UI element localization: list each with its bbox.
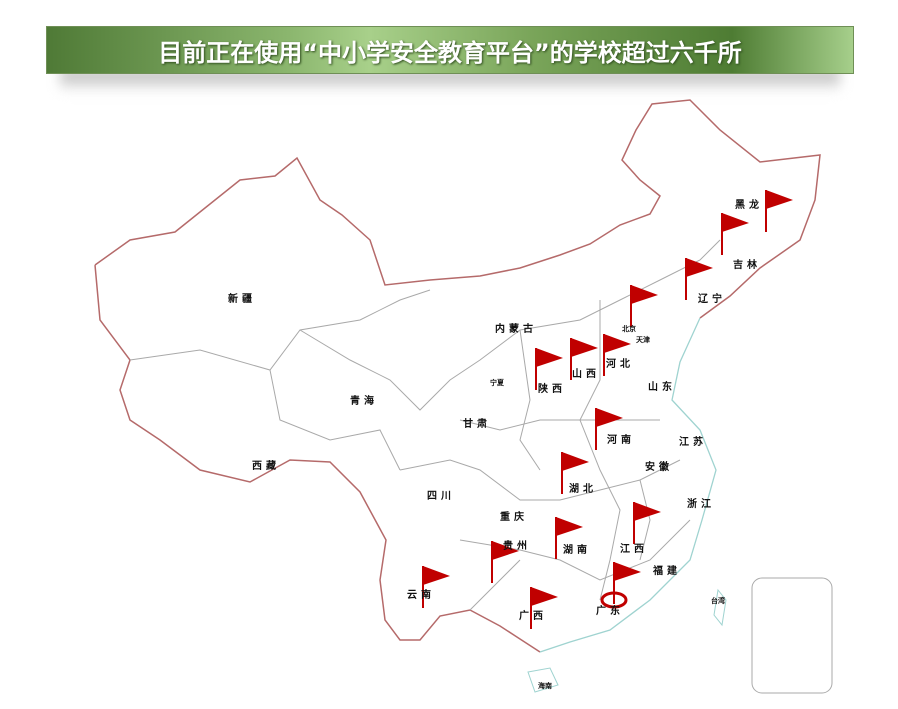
province-label: 安徽 [645, 462, 673, 473]
province-label: 河北 [606, 359, 634, 370]
red-flag-icon [530, 587, 558, 629]
coastline [539, 317, 717, 653]
province-label: 天津 [636, 335, 650, 344]
red-flag-icon [535, 348, 563, 390]
red-flag-icon [630, 285, 658, 327]
province-label: 江西 [620, 544, 648, 555]
red-flag-icon [721, 213, 749, 255]
taiwan-island [713, 588, 727, 627]
province-label: 山东 [648, 382, 676, 393]
province-label: 吉林 [733, 260, 761, 271]
province-label: 湖南 [563, 545, 591, 556]
red-flag-icon [561, 452, 589, 494]
red-flag-icon [613, 562, 641, 604]
province-label: 青海 [350, 396, 378, 407]
province-label: 河南 [607, 435, 635, 446]
province-label: 新疆 [228, 294, 256, 305]
province-label: 宁夏 [490, 378, 504, 387]
province-label: 内蒙古 [495, 324, 537, 335]
province-label: 台湾 [711, 596, 725, 605]
province-label: 西藏 [252, 461, 280, 472]
province-label: 四川 [427, 491, 455, 502]
province-label: 广东 [596, 606, 624, 617]
province-label: 重庆 [500, 512, 528, 523]
red-flag-icon [555, 517, 583, 559]
province-label: 甘肃 [463, 419, 491, 430]
red-flag-icon [595, 408, 623, 450]
red-flag-icon [633, 502, 661, 544]
province-label: 浙江 [687, 499, 715, 510]
province-label: 贵州 [503, 541, 531, 552]
red-flag-icon [422, 566, 450, 608]
province-label: 黑龙 [735, 200, 763, 211]
country-border [94, 99, 821, 653]
province-label: 云南 [407, 590, 435, 601]
province-label: 江苏 [679, 437, 707, 448]
banner-shadow [60, 70, 840, 92]
province-label: 陕西 [538, 384, 566, 395]
province-label: 北京 [622, 324, 636, 333]
title: 目前正在使用“中小学安全教育平台”的学校超过六千所 [158, 38, 742, 67]
red-flag-icon [765, 190, 793, 232]
province-borders [129, 239, 721, 611]
title-banner: 目前正在使用“中小学安全教育平台”的学校超过六千所 [46, 26, 854, 74]
red-flag-icon [685, 258, 713, 300]
hainan-island [527, 667, 559, 693]
province-label: 辽宁 [698, 294, 726, 305]
red-flag-icon [570, 338, 598, 380]
province-label: 海南 [538, 681, 552, 690]
province-label: 湖北 [569, 484, 597, 495]
province-label: 山西 [572, 369, 600, 380]
red-flag-icon [603, 334, 631, 376]
south-china-sea-inset [751, 577, 833, 694]
province-label: 广西 [519, 611, 547, 622]
red-flag-icon [491, 541, 519, 583]
province-label: 福建 [653, 566, 681, 577]
